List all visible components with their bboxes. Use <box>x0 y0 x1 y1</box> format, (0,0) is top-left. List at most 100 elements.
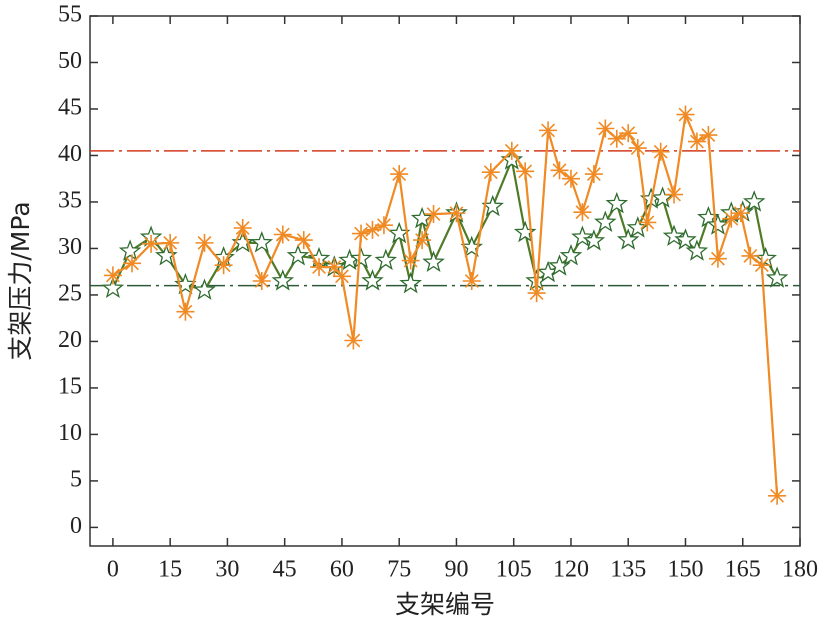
marker-shape <box>765 266 789 288</box>
marker-shape <box>250 231 274 253</box>
data-point <box>155 244 178 266</box>
marker-stroke <box>426 207 441 221</box>
data-point <box>699 126 718 145</box>
marker-stroke <box>690 134 704 149</box>
marker-stroke <box>518 164 533 179</box>
marker-shape <box>155 244 178 266</box>
marker-shape <box>571 225 594 247</box>
marker-stroke <box>392 167 407 181</box>
marker-stroke <box>640 215 655 230</box>
marker-stroke <box>449 206 464 221</box>
data-point <box>539 121 558 140</box>
y-tick-label: 20 <box>58 327 82 353</box>
marker-stroke <box>105 268 120 283</box>
marker-stroke <box>653 144 668 159</box>
marker-shape <box>582 229 606 251</box>
y-tick-label: 5 <box>70 466 82 492</box>
data-point <box>332 267 351 286</box>
x-tick-label: 0 <box>107 557 119 583</box>
data-point <box>286 244 310 266</box>
y-tick-label: 10 <box>58 420 82 446</box>
data-point <box>401 251 420 270</box>
y-tick-label: 15 <box>58 373 82 399</box>
data-point <box>250 231 274 253</box>
marker-stroke <box>564 171 578 186</box>
data-point <box>638 213 657 232</box>
marker-stroke <box>464 274 479 288</box>
x-tick-label: 30 <box>215 557 239 583</box>
data-point <box>176 302 195 321</box>
data-point <box>742 190 766 212</box>
x-tick-label: 165 <box>725 557 761 583</box>
marker-stroke <box>711 251 725 266</box>
marker-stroke <box>609 131 624 146</box>
marker-stroke <box>312 260 326 274</box>
marker-shape <box>349 246 373 269</box>
data-point <box>142 234 161 253</box>
data-point <box>374 248 398 271</box>
marker-stroke <box>552 163 567 178</box>
marker-shape <box>193 278 216 300</box>
data-point <box>584 165 603 184</box>
x-tick-label: 105 <box>496 557 532 583</box>
marker-stroke <box>743 248 758 263</box>
x-tick-label: 135 <box>610 557 646 583</box>
marker-shape <box>118 239 142 261</box>
marker-shape <box>271 269 295 291</box>
marker-shape <box>559 244 583 266</box>
marker-shape <box>286 244 310 266</box>
data-point <box>374 216 393 235</box>
marker-shape <box>399 271 422 294</box>
marker-stroke <box>163 235 178 250</box>
marker-stroke <box>254 274 269 288</box>
marker-stroke <box>346 333 361 348</box>
marker-shape <box>742 190 766 212</box>
data-point <box>550 161 569 180</box>
marker-stroke <box>724 211 739 226</box>
marker-stroke <box>701 128 716 142</box>
data-point <box>122 254 141 273</box>
data-point <box>594 210 617 233</box>
plot-frame <box>89 15 801 547</box>
data-point <box>361 269 384 291</box>
data-point <box>349 246 373 269</box>
data-point <box>573 203 592 222</box>
marker-shape <box>594 210 617 233</box>
data-point <box>561 169 580 188</box>
y-tick-label: 25 <box>58 280 82 306</box>
marker-shape <box>662 224 686 247</box>
x-tick-label: 60 <box>330 557 354 583</box>
marker-shape <box>374 248 398 271</box>
x-axis-label: 支架编号 <box>395 590 495 619</box>
marker-stroke <box>415 233 430 248</box>
data-point <box>607 129 626 148</box>
y-tick-label: 50 <box>58 48 82 74</box>
data-point <box>101 276 125 299</box>
data-point <box>195 233 214 252</box>
marker-stroke <box>678 107 693 122</box>
marker-stroke <box>667 187 681 202</box>
x-tick-label: 75 <box>387 557 411 583</box>
marker-stroke <box>376 218 391 233</box>
data-point <box>559 244 583 266</box>
data-point <box>582 229 606 251</box>
marker-stroke <box>483 165 498 180</box>
marker-shape <box>626 216 650 238</box>
data-point <box>768 486 787 505</box>
data-point <box>310 258 329 277</box>
data-point <box>628 139 647 158</box>
x-tick-label: 45 <box>273 557 297 583</box>
data-point <box>422 250 445 273</box>
marker-stroke <box>630 141 645 155</box>
data-point <box>502 141 521 160</box>
marker-stroke <box>178 304 193 319</box>
marker-stroke <box>296 233 311 248</box>
marker-stroke <box>529 286 544 301</box>
marker-shape <box>685 239 709 261</box>
data-point <box>447 204 466 223</box>
data-point <box>516 162 535 181</box>
y-axis-label: 支架压力/MPa <box>6 201 35 360</box>
data-point <box>626 216 650 238</box>
y-tick-label: 55 <box>58 2 82 28</box>
